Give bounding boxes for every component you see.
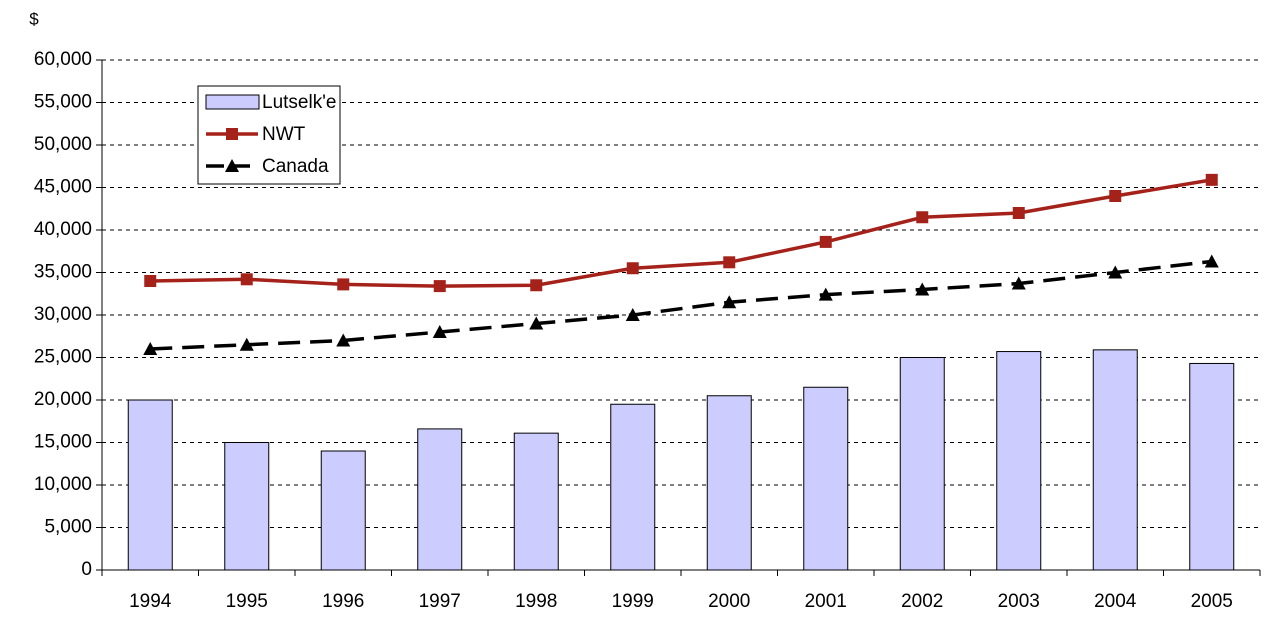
- x-tick-label: 1994: [129, 591, 172, 612]
- bar: [1092, 349, 1138, 571]
- marker: [1011, 276, 1026, 290]
- x-tick-label: 2001: [805, 591, 847, 612]
- marker: [1205, 173, 1218, 186]
- x-tick-label: 1996: [322, 591, 364, 612]
- bar: [513, 432, 559, 571]
- x-tick-label: 1999: [612, 591, 654, 612]
- marker: [530, 279, 543, 292]
- y-tick-label: 25,000: [34, 347, 92, 368]
- marker: [143, 342, 158, 355]
- marker: [336, 333, 351, 347]
- y-tick-label: 15,000: [34, 432, 92, 453]
- legend-label: Canada: [262, 156, 329, 177]
- y-tick-label: 0: [81, 559, 92, 580]
- y-tick-label: 20,000: [34, 389, 92, 410]
- y-tick-label: 40,000: [34, 219, 92, 240]
- marker: [818, 287, 833, 301]
- bar: [610, 403, 656, 571]
- marker: [626, 262, 639, 275]
- legend-label: NWT: [262, 124, 306, 145]
- marker: [1108, 265, 1123, 279]
- bar: [127, 399, 173, 571]
- marker: [239, 337, 254, 351]
- x-tick-label: 2004: [1094, 591, 1137, 612]
- marker: [819, 235, 832, 248]
- marker: [240, 273, 253, 286]
- marker: [916, 211, 929, 224]
- legend-label: Lutselk'e: [262, 92, 336, 113]
- marker: [529, 316, 544, 330]
- marker: [337, 278, 350, 291]
- y-axis-unit: $: [29, 9, 39, 28]
- marker: [1012, 207, 1025, 219]
- marker: [1204, 254, 1219, 268]
- marker: [723, 256, 736, 269]
- legend-swatch: [205, 94, 260, 110]
- bar: [320, 450, 366, 571]
- y-tick-label: 5,000: [44, 517, 92, 538]
- x-tick-label: 1998: [515, 591, 557, 612]
- marker: [1109, 190, 1122, 202]
- bar: [803, 386, 849, 571]
- line: [150, 178, 1213, 288]
- marker: [722, 295, 737, 309]
- marker: [144, 275, 157, 287]
- x-tick-label: 2002: [901, 591, 943, 612]
- legend-marker: [225, 159, 239, 172]
- x-tick-label: 2003: [998, 591, 1040, 612]
- y-tick-label: 10,000: [34, 474, 92, 495]
- legend-marker: [226, 128, 238, 140]
- bar: [417, 428, 463, 571]
- bar: [224, 442, 270, 571]
- line: [150, 259, 1212, 351]
- bar: [996, 351, 1042, 571]
- y-tick-label: 50,000: [34, 134, 92, 155]
- y-tick-label: 60,000: [34, 49, 92, 70]
- bar: [1189, 362, 1235, 571]
- x-tick-label: 2000: [708, 591, 750, 612]
- bar: [899, 357, 945, 571]
- y-tick-label: 45,000: [34, 177, 92, 198]
- x-tick-label: 1995: [226, 591, 268, 612]
- x-tick-label: 1997: [419, 591, 461, 612]
- marker: [625, 308, 640, 321]
- y-tick-label: 55,000: [34, 92, 92, 113]
- marker: [915, 282, 930, 296]
- marker: [433, 280, 446, 293]
- y-tick-label: 30,000: [34, 304, 92, 325]
- marker: [432, 325, 447, 338]
- x-tick-label: 2005: [1191, 591, 1233, 612]
- bar: [706, 395, 752, 571]
- y-tick-label: 35,000: [34, 262, 92, 283]
